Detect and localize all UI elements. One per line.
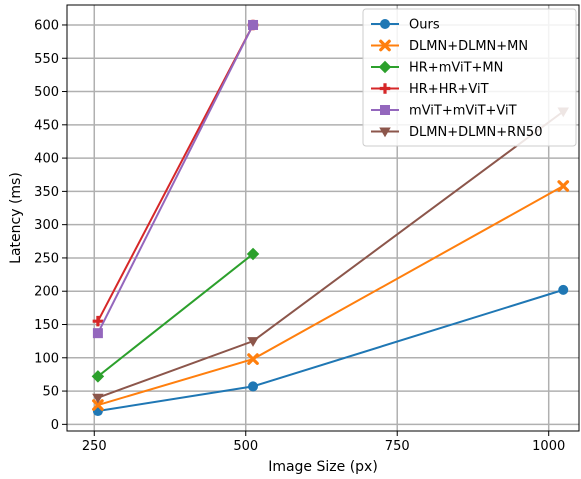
series-layer <box>91 19 570 417</box>
data-point <box>248 381 259 392</box>
y-tick-label: 350 <box>34 185 59 200</box>
y-tick-label: 600 <box>34 18 59 33</box>
series-ours <box>92 284 569 417</box>
y-tick-label: 500 <box>34 85 59 100</box>
legend-item: HR+mViT+MN <box>371 61 503 76</box>
legend-item: Ours <box>371 18 440 33</box>
axis-ticks: 250 500 750 1000 0 50 100 150 200 250 300 350 400 450… <box>34 18 565 454</box>
x-tick-label: 1000 <box>532 439 565 454</box>
x-axis-label: Image Size (px) <box>268 459 378 475</box>
y-tick-label: 300 <box>34 218 59 233</box>
legend-item: DLMN+DLMN+MN <box>371 39 528 54</box>
data-point <box>246 247 260 261</box>
data-point <box>379 127 391 138</box>
data-point <box>92 328 103 339</box>
data-point <box>557 180 570 192</box>
y-tick-label: 50 <box>42 385 59 400</box>
series-mvit-mvit-vit <box>92 19 259 339</box>
y-tick-label: 400 <box>34 152 59 167</box>
y-axis-label: Latency (ms) <box>8 172 24 264</box>
data-point <box>248 19 259 30</box>
y-tick-label: 150 <box>34 318 59 333</box>
series-line <box>97 253 254 378</box>
data-point <box>92 399 104 411</box>
y-tick-label: 450 <box>34 118 59 133</box>
y-tick-label: 550 <box>34 52 59 67</box>
legend-box <box>362 8 577 147</box>
data-point <box>247 337 259 347</box>
legend-item: HR+HR+ViT <box>371 82 489 97</box>
series-hr-mvit-mn <box>91 247 260 383</box>
series-line <box>97 110 564 399</box>
legend-label: DLMN+DLMN+RN50 <box>409 125 542 140</box>
legend-label: HR+mViT+MN <box>409 61 503 76</box>
series-dlmn-dlmn-mn <box>92 180 570 411</box>
legend-label: DLMN+DLMN+MN <box>409 39 528 54</box>
series-dlmn-dlmn-rn50 <box>92 107 569 404</box>
data-point <box>378 60 392 74</box>
data-point <box>92 315 104 327</box>
x-tick-label: 500 <box>233 439 258 454</box>
legend: Ours DLMN+DLMN+MN HR+mViT+MN HR+HR+ViT mViT+… <box>362 8 577 147</box>
data-point <box>92 393 104 404</box>
y-tick-label: 0 <box>51 418 59 433</box>
data-point <box>379 39 391 52</box>
y-tick-label: 250 <box>34 251 59 266</box>
data-point <box>379 83 391 94</box>
legend-item: DLMN+DLMN+RN50 <box>371 125 542 140</box>
x-tick-label: 750 <box>385 439 410 454</box>
data-point <box>380 105 390 115</box>
legend-item: mViT+mViT+ViT <box>371 104 517 119</box>
series-line <box>97 24 254 334</box>
y-tick-label: 100 <box>34 351 59 366</box>
data-point <box>380 19 390 29</box>
legend-label: mViT+mViT+ViT <box>409 104 517 119</box>
data-point <box>247 353 259 365</box>
x-tick-label: 250 <box>82 439 107 454</box>
plot-frame <box>66 4 580 432</box>
y-tick-label: 200 <box>34 285 59 300</box>
data-point <box>91 370 105 383</box>
data-point <box>558 284 569 295</box>
series-line <box>97 288 564 413</box>
legend-label: Ours <box>409 18 440 33</box>
legend-label: HR+HR+ViT <box>409 82 489 97</box>
